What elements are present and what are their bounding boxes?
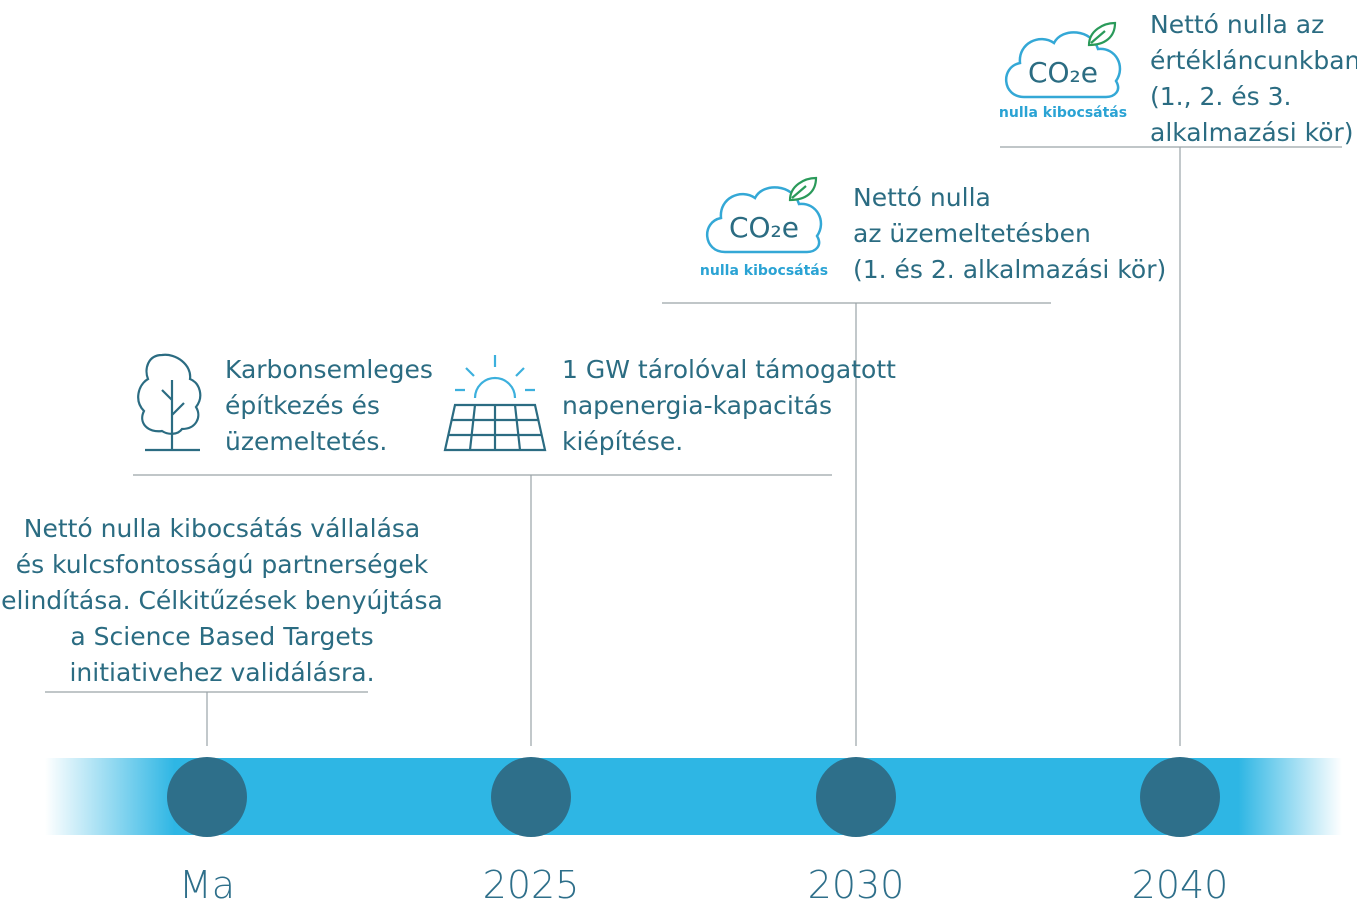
- year-label: 2040: [1132, 863, 1229, 901]
- text-line: értékláncunkban: [1150, 46, 1357, 75]
- connectors: [45, 146, 1342, 746]
- text-line: (1., 2. és 3.: [1150, 82, 1292, 111]
- ma-text: Nettó nulla kibocsátás vállalása és kulc…: [1, 514, 443, 687]
- text-line: alkalmazási kör): [1150, 118, 1354, 147]
- icon-formula: CO₂e: [729, 211, 799, 244]
- tree-icon: [137, 353, 202, 452]
- text-line: a Science Based Targets: [70, 622, 373, 651]
- icon-caption: nulla kibocsátás: [700, 263, 828, 279]
- timeline-band: [45, 758, 1342, 835]
- text-line: és kulcsfontosságú partnerségek: [16, 550, 429, 579]
- year-label: 2030: [808, 863, 905, 901]
- year-label: 2025: [483, 863, 580, 901]
- text-line: elindítása. Célkitűzések benyújtása: [1, 586, 443, 615]
- text-line: Nettó nulla: [853, 183, 991, 212]
- icon-caption: nulla kibocsátás: [999, 105, 1127, 121]
- text-line: építkezés és: [225, 391, 380, 420]
- year-label: Ma: [179, 863, 235, 901]
- text-line: az üzemeltetésben: [853, 219, 1091, 248]
- text-line: Karbonsemleges: [225, 355, 433, 384]
- text-line: üzemeltetés.: [225, 427, 387, 456]
- text-line: Nettó nulla kibocsátás vállalása: [24, 514, 420, 543]
- co2-icon: [1004, 21, 1122, 99]
- milestone-dots: [167, 757, 1220, 837]
- text-line: 1 GW tárolóval támogatott: [562, 355, 896, 384]
- text-line: napenergia-kapacitás: [562, 391, 832, 420]
- co2-icon: [705, 176, 823, 254]
- icon-formula: CO₂e: [1028, 56, 1098, 89]
- text-line: kiépítése.: [562, 427, 683, 456]
- solar-icon: [443, 355, 547, 452]
- text-line: (1. és 2. alkalmazási kör): [853, 255, 1166, 284]
- text-line: Nettó nulla az: [1150, 10, 1324, 39]
- text-line: initiativehez validálásra.: [69, 658, 374, 687]
